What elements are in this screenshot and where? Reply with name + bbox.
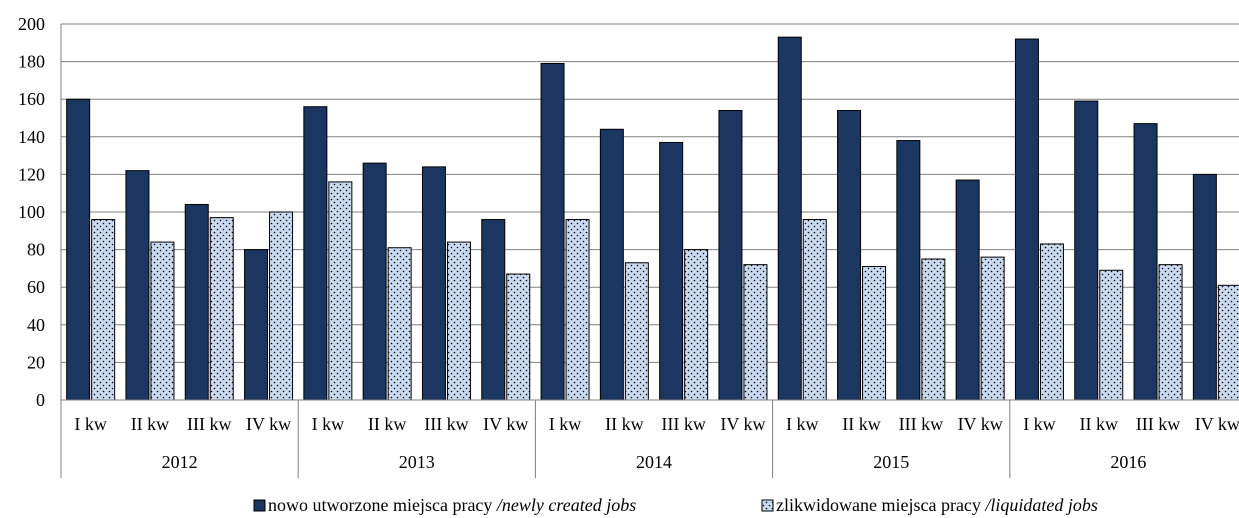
x-tick-label: I kw xyxy=(549,414,582,434)
legend-label-liquidated-pl: zlikwidowane miejsca pracy xyxy=(776,495,985,515)
x-tick-label: III kw xyxy=(661,414,705,434)
bar-newly-created xyxy=(837,109,862,401)
x-tick-label: I kw xyxy=(1023,414,1056,434)
group-label: 2013 xyxy=(399,452,435,472)
x-tick-label: III kw xyxy=(1136,414,1180,434)
bar-liquidated xyxy=(209,217,234,401)
bar-liquidated xyxy=(862,266,887,401)
bar-newly-created xyxy=(1192,173,1217,401)
x-tick-label: IV kw xyxy=(246,414,291,434)
bar-newly-created xyxy=(896,140,921,401)
bar-liquidated xyxy=(1099,269,1124,401)
y-tick-label: 140 xyxy=(18,127,45,147)
bar-newly-created xyxy=(184,203,209,401)
axes xyxy=(60,24,1239,478)
bar-liquidated xyxy=(743,264,768,401)
y-tick-label: 40 xyxy=(27,315,45,335)
bar-newly-created xyxy=(362,162,387,401)
group-label: 2014 xyxy=(636,452,672,472)
bar-newly-created xyxy=(540,62,565,401)
legend-label-liquidated-en: /liquidated jobs xyxy=(984,495,1098,515)
bar-liquidated xyxy=(269,211,294,401)
bar-liquidated xyxy=(921,258,946,401)
x-tick-label: II kw xyxy=(368,414,407,434)
x-tick-label: I kw xyxy=(786,414,819,434)
bar-newly-created xyxy=(66,98,91,401)
bar-newly-created xyxy=(599,128,624,401)
x-tick-label: I kw xyxy=(312,414,345,434)
y-tick-label: 0 xyxy=(36,390,45,410)
x-tick-label: I kw xyxy=(74,414,107,434)
bar-liquidated xyxy=(1158,264,1183,401)
bar-newly-created xyxy=(481,219,506,401)
x-tick-label: II kw xyxy=(605,414,644,434)
bar-liquidated xyxy=(565,219,590,401)
x-tick-label: IV kw xyxy=(958,414,1003,434)
bar-liquidated xyxy=(624,262,649,401)
x-tick-label: III kw xyxy=(187,414,231,434)
bar-liquidated xyxy=(980,256,1005,401)
bar-liquidated xyxy=(91,219,116,401)
bar-liquidated xyxy=(150,241,175,401)
x-tick-label: III kw xyxy=(899,414,943,434)
x-axis-tick-labels: I kw II kw III kw IV kw I kw II kw III kw IV kw… xyxy=(74,414,1239,434)
y-tick-label: 180 xyxy=(18,52,45,72)
bar-newly-created xyxy=(1133,123,1158,401)
y-tick-label: 100 xyxy=(18,202,45,222)
x-tick-label: III kw xyxy=(424,414,468,434)
legend-label-liquidated: zlikwidowane miejsca pracy /liquidated j… xyxy=(776,495,1098,515)
x-tick-label: IV kw xyxy=(720,414,765,434)
legend-label-newly-created: nowo utworzone miejsca pracy /newly crea… xyxy=(268,495,636,515)
group-label: 2015 xyxy=(873,452,909,472)
y-tick-label: 200 xyxy=(18,14,45,34)
y-axis-tick-labels: 0 20 40 60 80 100 120 140 160 180 200 xyxy=(18,14,45,410)
x-axis-group-labels: 2012 2013 2014 2015 2016 xyxy=(162,452,1147,472)
bar-newly-created xyxy=(244,249,269,401)
bar-liquidated xyxy=(684,249,709,401)
legend: nowo utworzone miejsca pracy /newly crea… xyxy=(253,495,1098,515)
bar-newly-created xyxy=(421,166,446,401)
legend-swatch-liquidated xyxy=(761,499,774,512)
legend-label-newly-created-pl: nowo utworzone miejsca pracy xyxy=(268,495,497,515)
bar-newly-created xyxy=(777,36,802,401)
bar-liquidated xyxy=(1217,284,1239,401)
y-tick-label: 20 xyxy=(27,352,45,372)
group-label: 2016 xyxy=(1110,452,1146,472)
bar-newly-created xyxy=(1014,38,1039,401)
legend-swatch-newly-created xyxy=(253,499,266,512)
legend-label-newly-created-en: /newly created jobs xyxy=(496,495,636,515)
x-tick-label: IV kw xyxy=(483,414,528,434)
y-tick-label: 80 xyxy=(27,240,45,260)
bar-newly-created xyxy=(1074,100,1099,401)
bars xyxy=(66,36,1239,401)
bar-liquidated xyxy=(506,273,531,401)
bar-newly-created xyxy=(659,141,684,401)
bar-liquidated xyxy=(387,247,412,401)
bar-liquidated xyxy=(1039,243,1064,401)
bar-newly-created xyxy=(955,179,980,401)
x-tick-label: II kw xyxy=(842,414,881,434)
bar-liquidated xyxy=(328,181,353,401)
x-tick-label: IV kw xyxy=(1195,414,1239,434)
bar-liquidated xyxy=(446,241,471,401)
y-tick-label: 120 xyxy=(18,164,45,184)
bar-liquidated xyxy=(802,219,827,401)
bar-newly-created xyxy=(303,106,328,401)
bar-newly-created xyxy=(125,170,150,401)
bar-newly-created xyxy=(718,109,743,401)
group-label: 2012 xyxy=(162,452,198,472)
y-tick-label: 160 xyxy=(18,89,45,109)
x-tick-label: II kw xyxy=(1080,414,1119,434)
y-tick-label: 60 xyxy=(27,277,45,297)
x-tick-label: II kw xyxy=(131,414,170,434)
